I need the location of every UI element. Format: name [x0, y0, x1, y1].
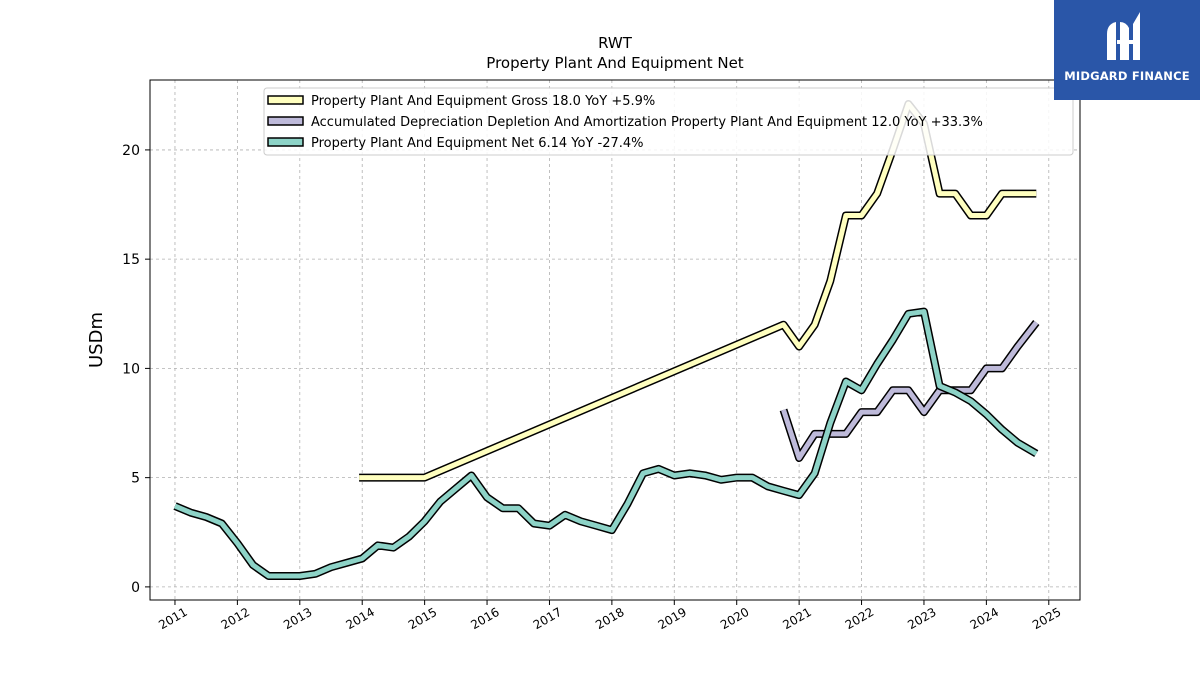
x-tick-label: 2019	[656, 605, 689, 632]
y-tick-label: 5	[131, 471, 140, 487]
legend-swatch	[267, 116, 304, 126]
x-tick-label: 2011	[156, 605, 189, 632]
y-axis: 0 5 10 15 20	[122, 143, 150, 596]
x-tick-label: 2023	[905, 605, 938, 632]
x-tick-label: 2025	[1030, 605, 1063, 632]
series-outline-2	[173, 307, 1039, 580]
x-tick-label: 2012	[219, 605, 252, 632]
legend-swatch	[267, 95, 304, 105]
legend-label: Accumulated Depreciation Depletion And A…	[311, 115, 983, 130]
y-axis-label: USDm	[86, 312, 107, 368]
x-tick-label: 2022	[843, 605, 876, 632]
logo-mark-icon	[1107, 12, 1140, 60]
x-tick-label: 2013	[281, 605, 314, 632]
series-outline-0	[359, 100, 1037, 482]
series-layer	[173, 100, 1040, 580]
x-tick-label: 2014	[343, 605, 376, 632]
logo-text: MIDGARD FINANCE	[1064, 69, 1190, 83]
legend-box	[263, 87, 1074, 156]
y-tick-label: 15	[122, 252, 140, 268]
y-tick-label: 10	[122, 361, 140, 377]
chart-title: RWT	[598, 34, 633, 52]
x-axis: 2011 2012 2013 2014 2015 2016 2017 2018 2019 2020…	[156, 600, 1064, 632]
chart-subtitle: Property Plant And Equipment Net	[486, 54, 743, 72]
plot-frame	[149, 79, 1081, 601]
midgard-finance-logo: MIDGARD FINANCE	[1054, 0, 1200, 100]
legend: Property Plant And Equipment Gross 18.0 …	[263, 87, 1074, 156]
x-tick-label: 2016	[468, 605, 501, 632]
x-tick-label: 2024	[968, 605, 1001, 632]
legend-swatch	[267, 137, 304, 147]
x-tick-label: 2018	[593, 605, 626, 632]
y-tick-label: 20	[122, 143, 140, 159]
legend-label: Property Plant And Equipment Gross 18.0 …	[311, 94, 655, 109]
x-tick-label: 2017	[531, 605, 564, 632]
legend-label: Property Plant And Equipment Net 6.14 Yo…	[311, 136, 644, 151]
series-line-2	[174, 309, 1038, 579]
y-tick-label: 0	[131, 580, 140, 596]
x-tick-label: 2015	[406, 605, 439, 632]
x-tick-label: 2020	[718, 605, 751, 632]
x-tick-label: 2021	[780, 605, 813, 632]
